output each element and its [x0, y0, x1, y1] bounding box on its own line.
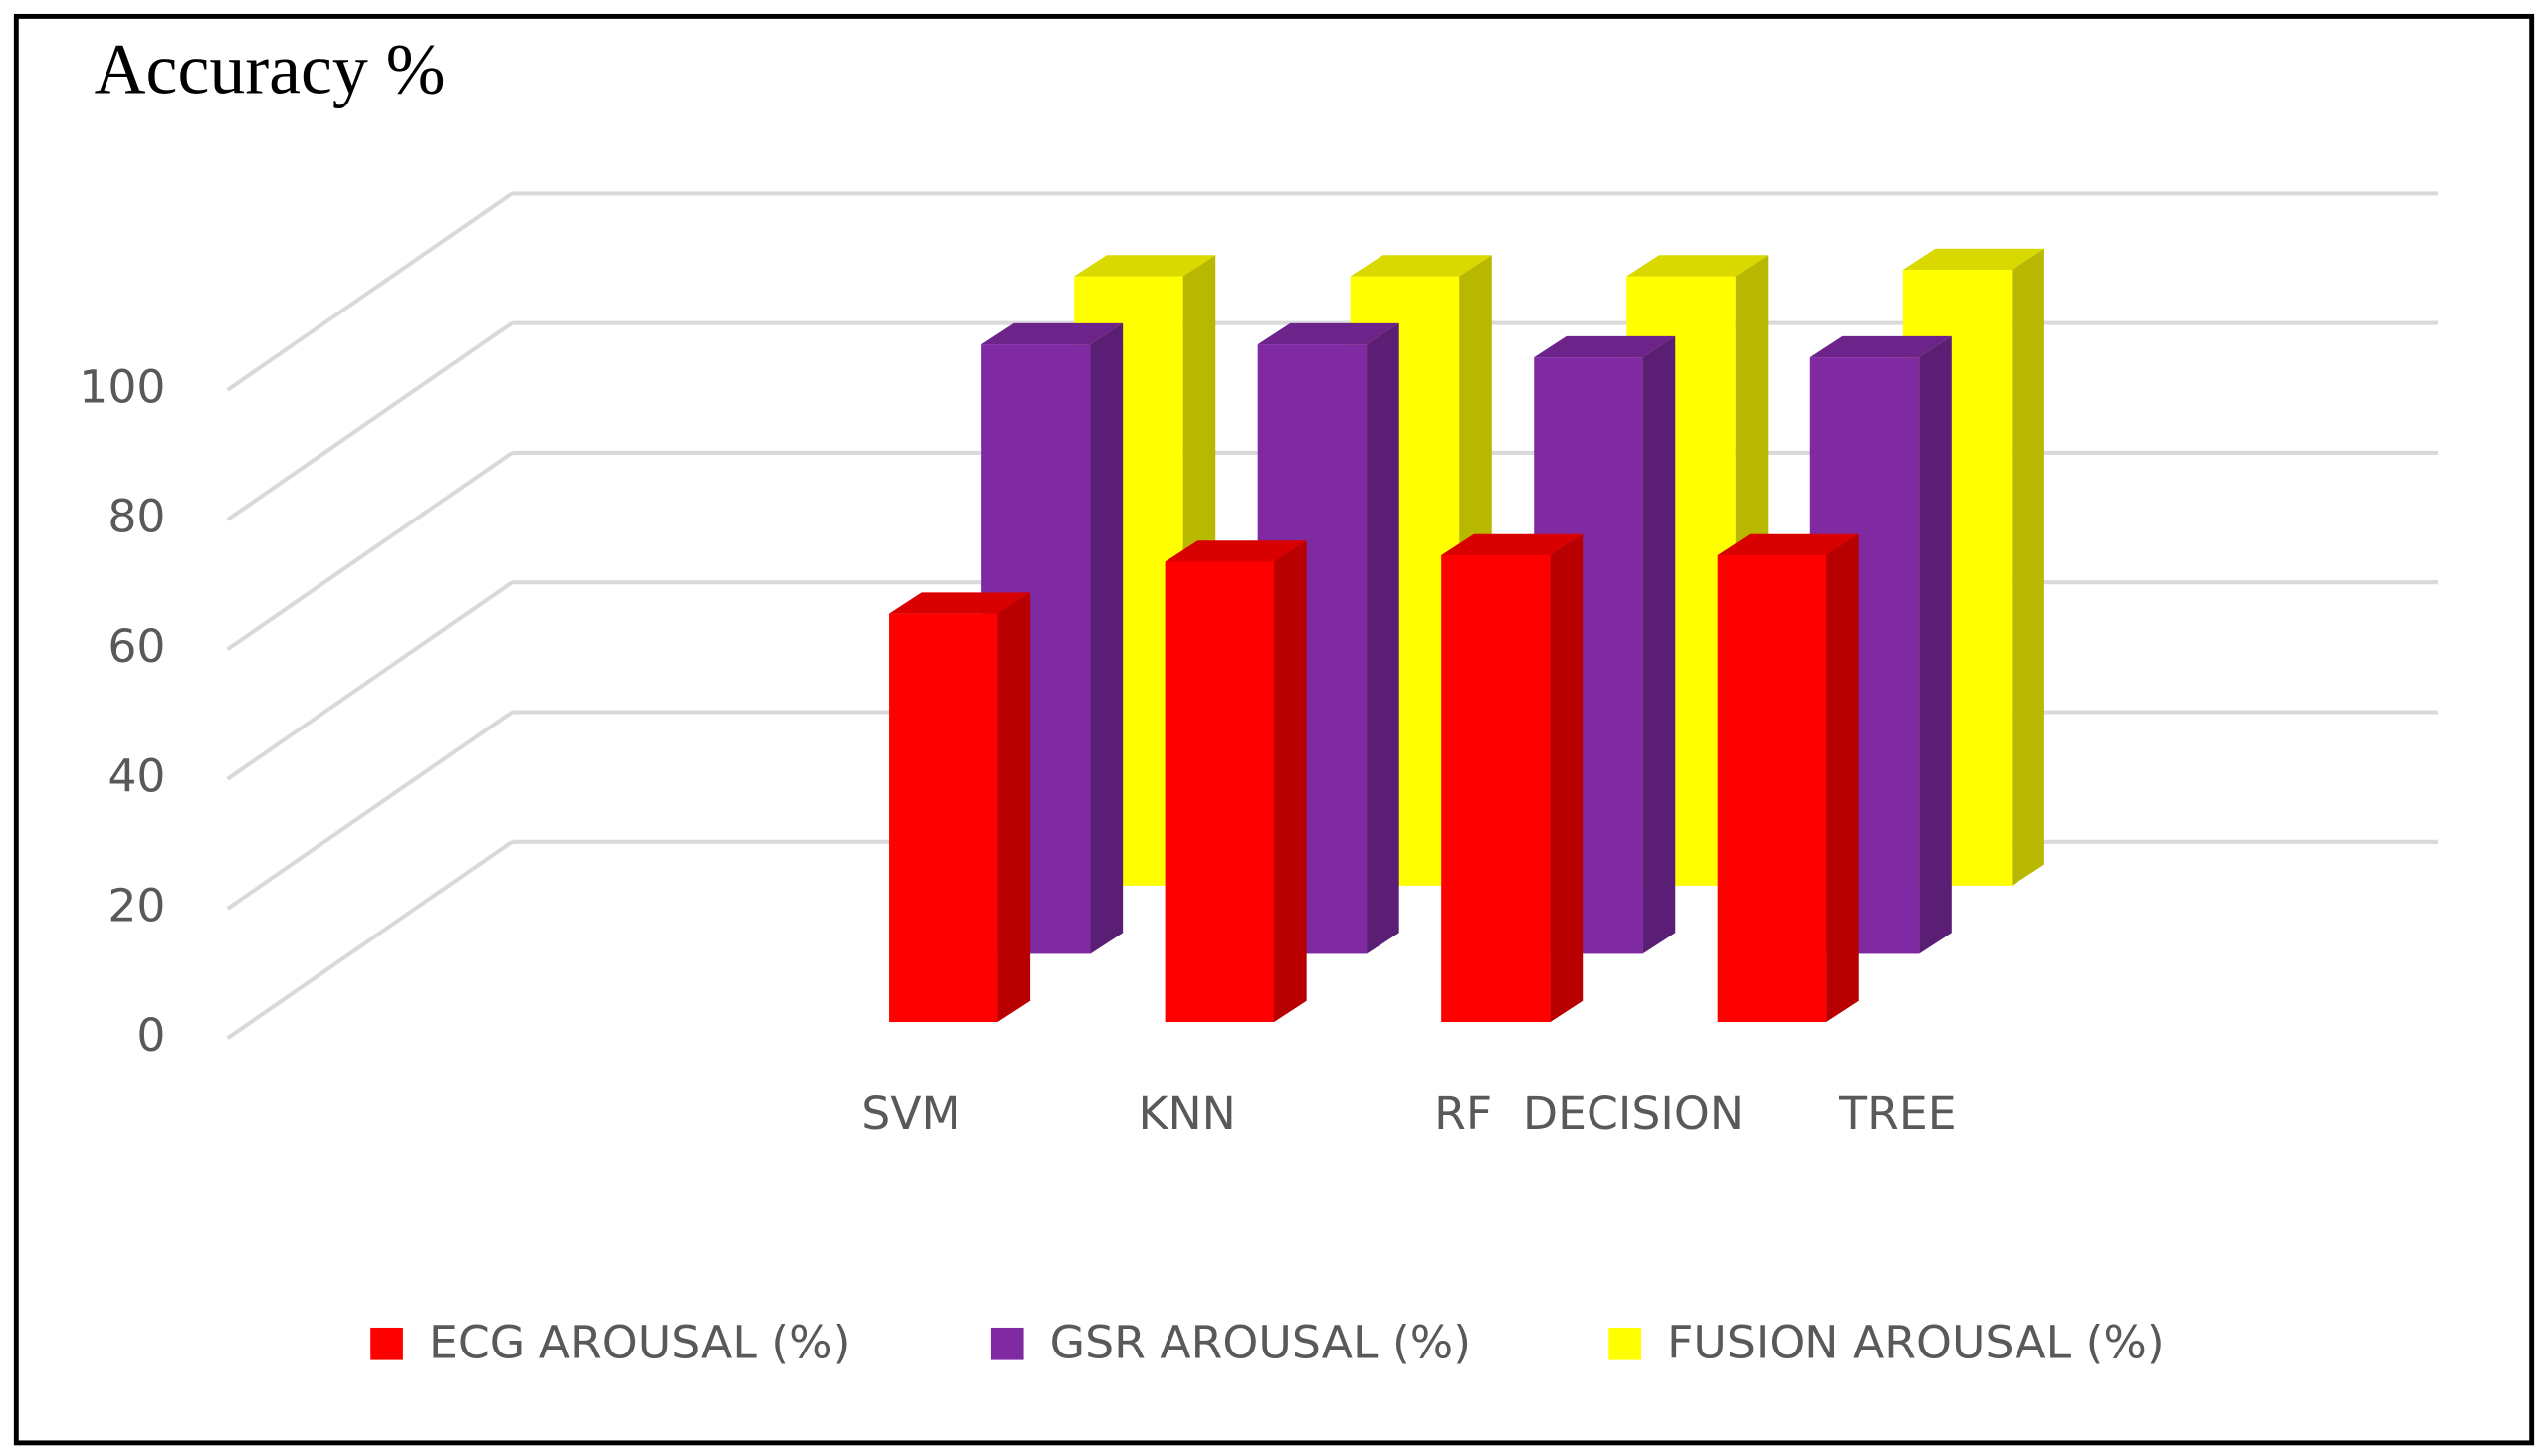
bar [1441, 554, 1551, 1023]
legend-swatch [990, 1327, 1024, 1360]
bar-top [1809, 335, 1952, 358]
grid-line [226, 320, 514, 521]
bar-top [1534, 335, 1676, 358]
bar-side [1642, 335, 1676, 954]
y-tick-label: 100 [79, 360, 165, 413]
bar-side [997, 592, 1031, 1023]
grid-line [226, 840, 514, 1041]
y-tick-label: 80 [107, 491, 165, 543]
y-tick-label: 0 [136, 1009, 165, 1062]
bar-top [1717, 533, 1859, 555]
grid-line [226, 710, 514, 911]
bar-top [1074, 255, 1216, 277]
bar-side [1367, 322, 1399, 954]
grid-line [226, 580, 514, 781]
x-tick-label: SVM [861, 1087, 960, 1140]
bar-top [1165, 540, 1307, 562]
bar-top [1626, 255, 1769, 277]
legend-label: GSR AROUSAL (%) [1050, 1316, 1471, 1368]
legend-label: ECG AROUSAL (%) [429, 1316, 850, 1368]
y-tick-label: 60 [107, 620, 165, 673]
bar-top [1441, 533, 1584, 555]
legend-label: FUSION AROUSAL (%) [1667, 1316, 2165, 1368]
x-tick-label: RF [1434, 1087, 1492, 1140]
legend-swatch [370, 1327, 403, 1360]
bar-side [2012, 248, 2044, 886]
bar-side [1826, 533, 1859, 1023]
y-tick-label: 20 [107, 880, 165, 933]
bar-top [889, 592, 1031, 614]
bar [1165, 561, 1274, 1023]
y-tick-label: 40 [107, 749, 165, 802]
x-tick-label: KNN [1138, 1087, 1235, 1140]
grid-line [226, 191, 514, 392]
bar-top [1902, 248, 2044, 271]
bar-top [1257, 322, 1399, 345]
bar-side [1090, 322, 1124, 954]
bar-top [981, 322, 1124, 345]
x-tick-label: DECISION TREE [1523, 1087, 1957, 1140]
legend-swatch [1608, 1327, 1641, 1360]
bar-side [1274, 540, 1307, 1023]
bar [1717, 554, 1827, 1023]
bar-side [1550, 533, 1584, 1023]
grid-line [226, 451, 514, 652]
chart-title: Accuracy % [95, 29, 446, 108]
bar [889, 613, 998, 1023]
bar-top [1350, 255, 1492, 277]
bar-side [1919, 335, 1952, 954]
